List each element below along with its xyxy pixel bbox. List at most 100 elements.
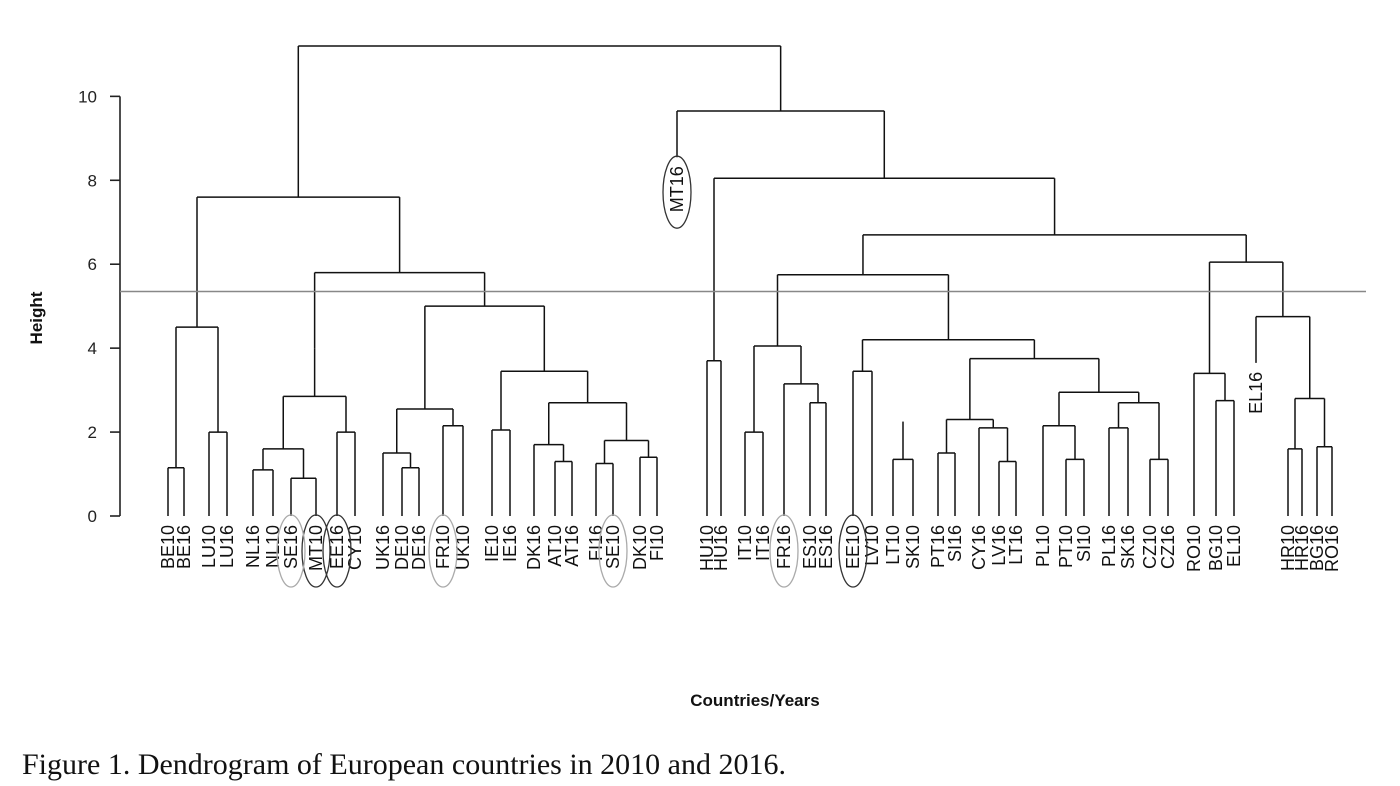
leaf-label-HU10: HU10 <box>697 525 717 571</box>
leaf-label-IE16: IE16 <box>500 525 520 562</box>
highlight-ellipse-MT16 <box>662 155 692 229</box>
leaf-label-CY10: CY10 <box>345 525 365 570</box>
merge-g5 <box>776 273 950 347</box>
merge-g4 <box>753 345 802 433</box>
merge-i5 <box>1294 397 1326 449</box>
merge-h4 <box>937 452 956 516</box>
merge-h9 <box>1042 425 1076 516</box>
merge-f1 <box>706 359 722 516</box>
leaf-label-RO16: RO16 <box>1322 525 1342 572</box>
leaf-label-FR10: FR10 <box>433 525 453 569</box>
leaf-label-LU10: LU10 <box>199 525 219 568</box>
highlight-ellipses <box>276 155 868 588</box>
y-tick-label: 2 <box>88 423 97 442</box>
leaf-label-RO10: RO10 <box>1184 525 1204 572</box>
leaf-label-IT16: IT16 <box>753 525 773 561</box>
leaf-label-NL10: NL10 <box>263 525 283 568</box>
merge-g2 <box>809 401 827 516</box>
leaf-label-EL16: EL16 <box>1246 372 1266 414</box>
merge-j3 <box>676 110 886 179</box>
leaf-label-DK10: DK10 <box>630 525 650 570</box>
merge-h14 <box>969 357 1100 420</box>
merge-i6 <box>1255 315 1311 399</box>
merge-h10 <box>1149 458 1169 516</box>
merge-i4 <box>1316 446 1333 516</box>
leaf-label-PL10: PL10 <box>1033 525 1053 567</box>
leaf-label-ES10: ES10 <box>800 525 820 569</box>
leaf-label-SE16: SE16 <box>281 525 301 569</box>
merge-e2 <box>313 271 486 349</box>
merge-g3 <box>783 383 819 516</box>
highlight-ellipse-FR16 <box>769 514 799 588</box>
merge-a2 <box>208 431 228 516</box>
merge-h11 <box>1108 427 1129 516</box>
leaf-label-HR10: HR10 <box>1278 525 1298 571</box>
leaf-label-LT16: LT16 <box>1006 525 1026 565</box>
leaf-label-IT10: IT10 <box>735 525 755 561</box>
y-tick-label: 10 <box>78 87 97 106</box>
y-axis: 0 2 4 6 8 10 <box>78 87 121 526</box>
merge-a1 <box>167 466 185 516</box>
merge-d5 <box>639 456 658 516</box>
dendrogram-tree <box>167 45 1333 516</box>
highlight-ellipse-SE10 <box>598 514 628 588</box>
leaf-label-EE16: EE16 <box>327 525 347 569</box>
merge-e1 <box>424 305 546 409</box>
merge-e3 <box>196 196 401 328</box>
leaf-label-PT16: PT16 <box>928 525 948 568</box>
highlight-ellipse-SE16 <box>276 514 306 588</box>
leaf-label-HU16: HU16 <box>711 525 731 571</box>
leaf-label-BG10: BG10 <box>1206 525 1226 571</box>
highlight-ellipse-EE10 <box>838 514 868 588</box>
leaf-label-UK10: UK10 <box>453 525 473 570</box>
merge-i7 <box>1208 261 1284 374</box>
leaf-label-BE10: BE10 <box>158 525 178 569</box>
y-tick-label: 6 <box>88 255 97 274</box>
merge-root <box>297 45 782 198</box>
leaf-label-IE10: IE10 <box>482 525 502 562</box>
merge-h3 <box>852 370 873 516</box>
merge-h5 <box>998 460 1017 516</box>
merge-j1 <box>862 234 1247 275</box>
leaf-label-LU16: LU16 <box>217 525 237 568</box>
y-tick-label: 4 <box>88 339 97 358</box>
highlight-ellipse-EE16 <box>322 514 352 588</box>
merge-b3 <box>262 448 305 479</box>
leaf-label-DE10: DE10 <box>392 525 412 570</box>
x-axis-label: Countries/Years <box>690 691 819 710</box>
merge-d6 <box>603 439 650 464</box>
merge-c4 <box>396 408 454 454</box>
merge-h6 <box>978 427 1009 516</box>
figure-caption: Figure 1. Dendrogram of European countri… <box>22 748 786 781</box>
merge-d7 <box>548 401 628 445</box>
leaf-label-EL10: EL10 <box>1224 525 1244 567</box>
merge-d2 <box>554 460 573 516</box>
leaf-label-SI10: SI10 <box>1074 525 1094 562</box>
leaf-label-BG16: BG16 <box>1307 525 1327 571</box>
merge-h1 <box>892 458 914 516</box>
leaf-label-SK10: SK10 <box>903 525 923 569</box>
merge-h7 <box>945 418 994 454</box>
leaf-label-AT10: AT10 <box>545 525 565 567</box>
y-tick-label: 0 <box>88 507 97 526</box>
leaf-label-DE16: DE16 <box>409 525 429 570</box>
highlight-ellipse-FR10 <box>428 514 458 588</box>
leaf-label-NL16: NL16 <box>243 525 263 568</box>
leaf-label-SI16: SI16 <box>945 525 965 562</box>
merge-g1 <box>744 431 764 516</box>
merge-h12 <box>1117 401 1160 460</box>
y-axis-label: Height <box>27 291 46 344</box>
leaf-label-ES16: ES16 <box>816 525 836 569</box>
leaf-label-MT16: MT16 <box>667 166 687 212</box>
merge-i1 <box>1215 399 1235 516</box>
leaf-label-SK16: SK16 <box>1118 525 1138 569</box>
leaf-label-LV16: LV16 <box>989 525 1009 566</box>
y-tick-label: 8 <box>88 171 97 190</box>
leaf-label-LT10: LT10 <box>883 525 903 565</box>
merge-h13 <box>1058 391 1140 426</box>
leaf-label-DK16: DK16 <box>524 525 544 570</box>
leaf-label-HR16: HR16 <box>1292 525 1312 571</box>
merge-c2 <box>382 452 412 516</box>
